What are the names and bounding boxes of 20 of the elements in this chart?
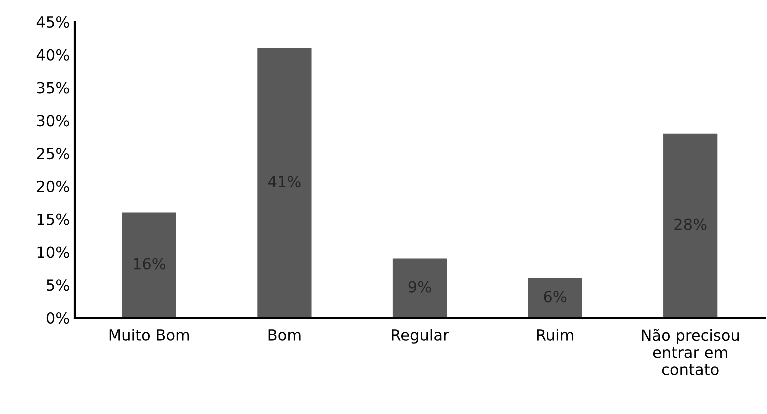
x-tick-label: Regular bbox=[392, 329, 450, 344]
y-tick-label: 15% bbox=[38, 214, 70, 226]
y-tick-label: 40% bbox=[36, 49, 70, 61]
bar bbox=[664, 134, 718, 318]
y-tick-label: 45% bbox=[36, 16, 70, 28]
bar bbox=[528, 278, 582, 318]
x-tick-label: Ruim bbox=[537, 329, 574, 341]
x-tick-label: Bom bbox=[268, 330, 301, 341]
x-tick-label: Muito Bom bbox=[110, 329, 190, 341]
y-tick-label: 30% bbox=[37, 115, 70, 127]
bar bbox=[392, 258, 448, 318]
y-tick-label: 0% bbox=[46, 312, 70, 324]
y-tick-label: 20% bbox=[37, 180, 70, 192]
y-tick-label: 25% bbox=[37, 148, 70, 160]
y-tick-label: 5% bbox=[47, 280, 70, 292]
bar bbox=[258, 48, 312, 318]
y-tick-label: 10% bbox=[38, 246, 70, 258]
y-tick-label: 35% bbox=[37, 82, 70, 94]
x-tick-label: Não precisou entrar em contato bbox=[642, 329, 740, 376]
bar bbox=[122, 212, 176, 318]
